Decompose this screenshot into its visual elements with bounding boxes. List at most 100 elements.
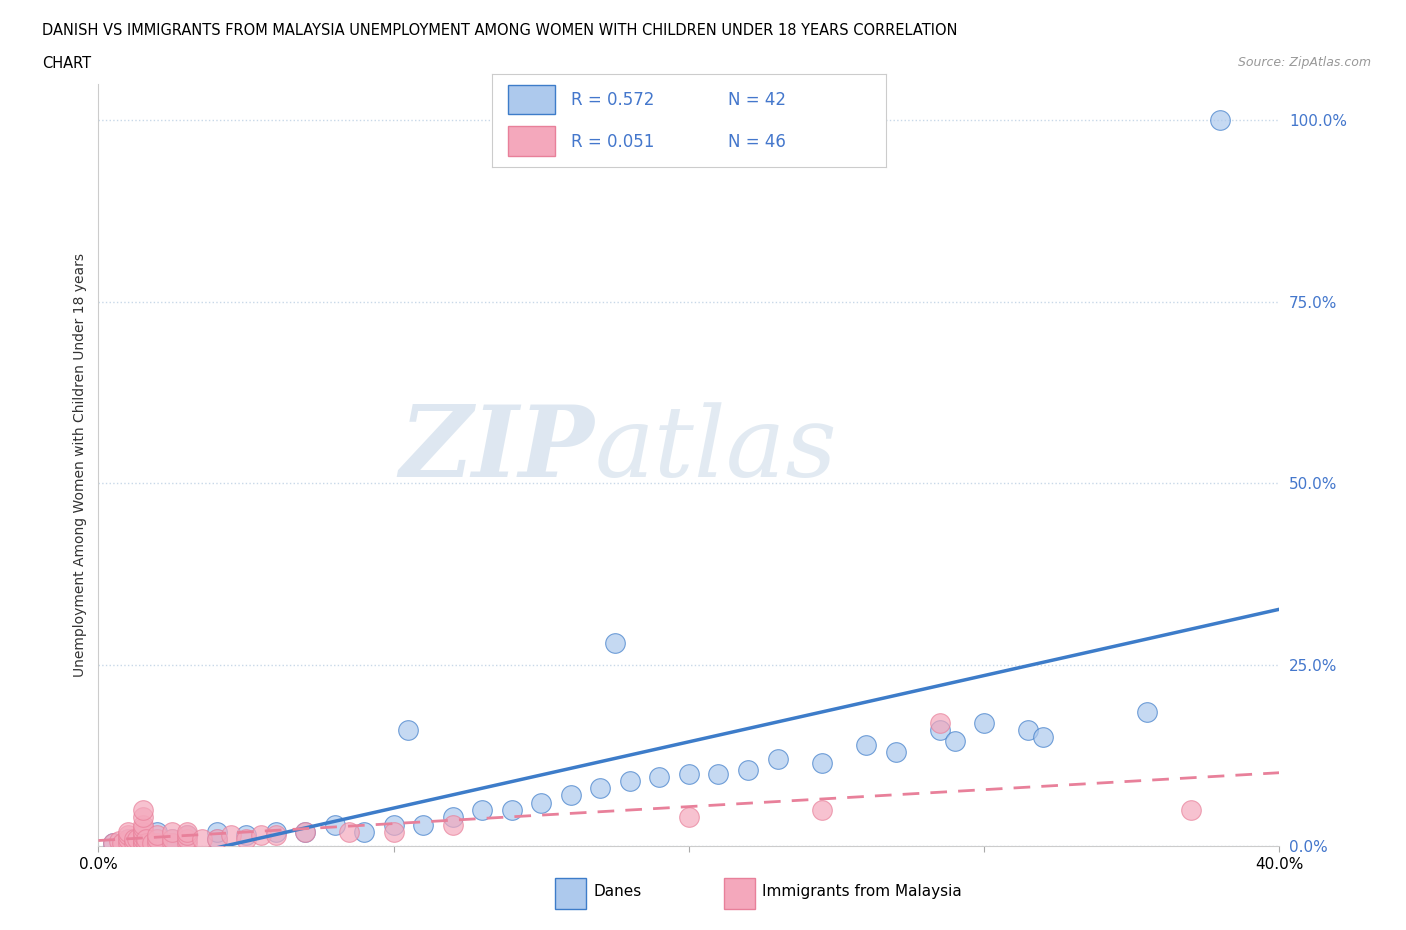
Point [135, 835, 157, 850]
Point [132, 810, 155, 825]
Point [337, 824, 360, 839]
Point [737, 763, 759, 777]
Point [412, 817, 434, 832]
Point [162, 831, 183, 846]
Text: R = 0.572: R = 0.572 [571, 91, 654, 110]
Text: ZIP: ZIP [399, 402, 595, 498]
Point [191, 831, 214, 846]
Point [294, 824, 316, 839]
FancyBboxPatch shape [724, 878, 755, 910]
Point [108, 834, 131, 849]
Point [141, 835, 163, 850]
Point [766, 751, 789, 766]
Point [353, 824, 375, 839]
Text: CHART: CHART [42, 56, 91, 71]
Point [146, 828, 169, 843]
Text: Immigrants from Malaysia: Immigrants from Malaysia [762, 884, 962, 899]
Point [122, 831, 145, 846]
Point [146, 824, 169, 839]
Point [810, 755, 832, 770]
Point [973, 715, 995, 730]
Point [132, 803, 155, 817]
Point [117, 831, 139, 846]
Point [1180, 803, 1202, 817]
Point [264, 824, 287, 839]
Point [132, 835, 155, 850]
FancyBboxPatch shape [508, 85, 555, 114]
Point [146, 831, 169, 846]
Point [396, 723, 419, 737]
Text: N = 46: N = 46 [728, 133, 786, 152]
Point [176, 828, 198, 843]
Point [928, 723, 950, 737]
Point [648, 770, 671, 785]
Point [125, 831, 148, 846]
Point [810, 803, 832, 817]
Point [1209, 113, 1232, 127]
Point [1032, 730, 1054, 745]
Point [678, 810, 700, 825]
Text: R = 0.051: R = 0.051 [571, 133, 654, 152]
Point [560, 788, 582, 803]
Point [162, 835, 183, 850]
Point [678, 766, 700, 781]
Point [382, 824, 405, 839]
Y-axis label: Unemployment Among Women with Children Under 18 years: Unemployment Among Women with Children U… [73, 253, 87, 677]
Point [205, 831, 228, 846]
Point [943, 734, 966, 749]
Point [235, 831, 257, 846]
Point [111, 835, 134, 850]
Point [382, 817, 405, 832]
Point [162, 831, 183, 846]
Point [441, 817, 464, 832]
Point [132, 831, 155, 846]
Point [441, 810, 464, 825]
Text: DANISH VS IMMIGRANTS FROM MALAYSIA UNEMPLOYMENT AMONG WOMEN WITH CHILDREN UNDER : DANISH VS IMMIGRANTS FROM MALAYSIA UNEMP… [42, 23, 957, 38]
Point [176, 831, 198, 846]
Point [162, 835, 183, 850]
Text: Source: ZipAtlas.com: Source: ZipAtlas.com [1237, 56, 1371, 69]
Point [1017, 723, 1039, 737]
Point [264, 828, 287, 843]
Point [132, 824, 155, 839]
Point [294, 824, 316, 839]
FancyBboxPatch shape [555, 878, 586, 910]
Point [117, 824, 139, 839]
Point [855, 737, 877, 752]
Point [117, 828, 139, 843]
Point [132, 835, 155, 850]
Point [619, 774, 641, 789]
Point [103, 835, 125, 850]
FancyBboxPatch shape [508, 126, 555, 156]
Point [122, 835, 145, 850]
Point [132, 820, 155, 835]
Point [471, 803, 494, 817]
Point [219, 828, 242, 843]
Text: atlas: atlas [595, 402, 837, 498]
Point [205, 824, 228, 839]
Point [146, 835, 169, 850]
Point [103, 835, 125, 850]
Point [530, 795, 553, 810]
Point [132, 828, 155, 843]
Text: Danes: Danes [593, 884, 641, 899]
Point [176, 824, 198, 839]
Point [146, 831, 169, 846]
Point [162, 824, 183, 839]
Text: N = 42: N = 42 [728, 91, 786, 110]
Point [501, 803, 523, 817]
Point [928, 715, 950, 730]
Point [176, 835, 198, 850]
Point [117, 835, 139, 850]
Point [176, 828, 198, 843]
Point [605, 635, 627, 650]
Point [323, 817, 346, 832]
Point [1135, 705, 1157, 720]
Point [117, 831, 139, 846]
Point [132, 817, 155, 832]
Point [235, 828, 257, 843]
Point [707, 766, 730, 781]
Point [250, 828, 273, 843]
Point [884, 744, 907, 759]
Point [132, 831, 155, 846]
